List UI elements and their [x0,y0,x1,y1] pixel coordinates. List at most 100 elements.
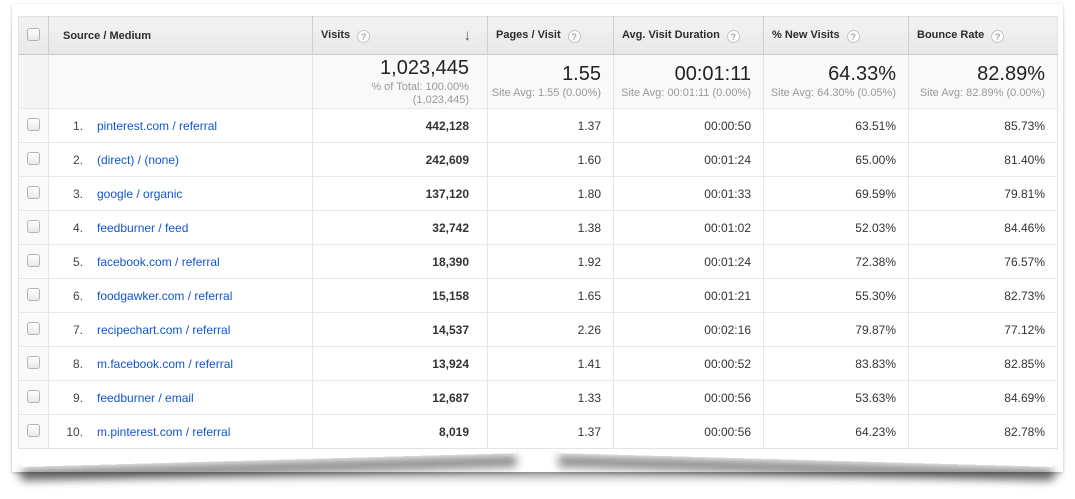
row-checkbox[interactable] [27,117,40,131]
column-header-label: % New Visits [772,28,840,41]
source-medium-link[interactable]: m.facebook.com / referral [97,356,234,371]
column-header-source-medium[interactable]: Source / Medium [48,16,313,55]
avg-visit-duration-cell: 00:02:16 [613,312,764,347]
table-row: 8. m.facebook.com / referral 13,924 1.41 … [18,346,1058,381]
bounce-rate-cell: 82.85% [908,346,1058,381]
column-header-pages-per-visit[interactable]: Pages / Visit? [487,16,614,55]
column-header-label: Source / Medium [63,29,152,42]
summary-duration-subtext: Site Avg: 00:01:11 (0.00%) [621,87,751,99]
visits-cell: 8,019 [312,414,488,449]
row-check-cell [18,108,49,143]
row-checkbox[interactable] [27,151,40,165]
row-source-cell: 9. feedburner / email [48,380,313,415]
row-check-cell [18,176,49,211]
pages-per-visit-cell: 1.38 [487,210,614,245]
help-icon[interactable]: ? [726,29,740,43]
bounce-rate-cell: 84.46% [908,210,1058,245]
select-all-checkbox[interactable] [27,27,40,41]
bounce-rate-cell: 84.69% [908,380,1058,415]
summary-bounce-value: 82.89% [977,63,1045,85]
source-medium-link[interactable]: foodgawker.com / referral [97,288,233,303]
row-checkbox[interactable] [27,219,40,233]
pct-new-visits-cell: 63.51% [763,108,909,143]
table-row: 6. foodgawker.com / referral 15,158 1.65 … [18,278,1058,313]
row-check-cell [18,278,49,313]
help-icon[interactable]: ? [357,29,371,43]
avg-visit-duration-cell: 00:00:56 [613,414,764,449]
row-check-cell [18,312,49,347]
row-source-cell: 10. m.pinterest.com / referral [48,414,313,449]
summary-duration-value: 00:01:11 [674,63,751,85]
row-checkbox[interactable] [27,321,40,335]
source-medium-table: Source / Medium Visits? ↓ Pages / Visit?… [18,16,1058,449]
row-rank: 8. [72,356,83,371]
row-checkbox[interactable] [27,423,40,437]
summary-check-cell [18,54,49,109]
row-checkbox[interactable] [27,355,40,369]
column-header-label: Bounce Rate [917,28,985,41]
row-source-cell: 5. facebook.com / referral [48,244,313,279]
column-header-avg-visit-duration[interactable]: Avg. Visit Duration? [613,16,764,55]
summary-pages-per-visit: 1.55 Site Avg: 1.55 (0.00%) [487,54,614,109]
summary-visits: 1,023,445 % of Total: 100.00% (1,023,445… [312,54,488,109]
help-icon[interactable]: ? [846,29,860,43]
column-header-bounce-rate[interactable]: Bounce Rate? [908,16,1058,55]
pages-per-visit-cell: 1.80 [487,176,614,211]
pct-new-visits-cell: 53.63% [763,380,909,415]
row-check-cell [18,346,49,381]
row-checkbox[interactable] [27,287,40,301]
source-medium-link[interactable]: m.pinterest.com / referral [97,424,231,439]
row-source-cell: 3. google / organic [48,176,313,211]
source-medium-link[interactable]: feedburner / feed [97,220,189,235]
summary-new-visits-subtext: Site Avg: 64.30% (0.05%) [770,87,896,99]
visits-cell: 13,924 [312,346,488,381]
summary-visits-subtext: % of Total: 100.00% (1,023,445) [371,80,469,106]
pct-new-visits-cell: 72.38% [763,244,909,279]
summary-pages-value: 1.55 [562,63,601,85]
avg-visit-duration-cell: 00:01:33 [613,176,764,211]
summary-row: 1,023,445 % of Total: 100.00% (1,023,445… [18,54,1058,109]
row-checkbox[interactable] [27,185,40,199]
row-source-cell: 1. pinterest.com / referral [48,108,313,143]
avg-visit-duration-cell: 00:01:24 [613,244,764,279]
source-medium-link[interactable]: google / organic [97,186,183,201]
source-medium-link[interactable]: recipechart.com / referral [97,322,231,337]
pages-per-visit-cell: 1.41 [487,346,614,381]
avg-visit-duration-cell: 00:00:50 [613,108,764,143]
pages-per-visit-cell: 1.65 [487,278,614,313]
column-header-label: Visits [321,28,351,41]
table-row: 3. google / organic 137,120 1.80 00:01:33… [18,176,1058,211]
avg-visit-duration-cell: 00:01:24 [613,142,764,177]
row-check-cell [18,142,49,177]
pct-new-visits-cell: 52.03% [763,210,909,245]
row-check-cell [18,210,49,245]
row-rank: 6. [72,288,83,303]
bounce-rate-cell: 81.40% [908,142,1058,177]
row-rank: 1. [72,118,83,133]
source-medium-link[interactable]: (direct) / (none) [97,152,180,167]
pages-per-visit-cell: 1.37 [487,108,614,143]
sort-descending-icon: ↓ [463,26,472,44]
row-checkbox[interactable] [27,389,40,403]
source-medium-link[interactable]: facebook.com / referral [97,254,220,269]
row-check-cell [18,244,49,279]
row-check-cell [18,380,49,415]
pct-new-visits-cell: 65.00% [763,142,909,177]
summary-pages-subtext: Site Avg: 1.55 (0.00%) [491,87,601,99]
summary-pct-new-visits: 64.33% Site Avg: 64.30% (0.05%) [763,54,909,109]
bounce-rate-cell: 76.57% [908,244,1058,279]
pages-per-visit-cell: 2.26 [487,312,614,347]
column-header-pct-new-visits[interactable]: % New Visits? [763,16,909,55]
source-medium-link[interactable]: feedburner / email [97,390,194,405]
row-checkbox[interactable] [27,253,40,267]
source-medium-link[interactable]: pinterest.com / referral [97,118,218,133]
column-header-visits[interactable]: Visits? ↓ [312,16,488,55]
row-rank: 2. [72,152,83,167]
help-icon[interactable]: ? [991,29,1005,43]
visits-cell: 14,537 [312,312,488,347]
row-check-cell [18,414,49,449]
pages-per-visit-cell: 1.37 [487,414,614,449]
help-icon[interactable]: ? [567,29,581,43]
table-row: 4. feedburner / feed 32,742 1.38 00:01:02… [18,210,1058,245]
table-row: 2. (direct) / (none) 242,609 1.60 00:01:2… [18,142,1058,177]
